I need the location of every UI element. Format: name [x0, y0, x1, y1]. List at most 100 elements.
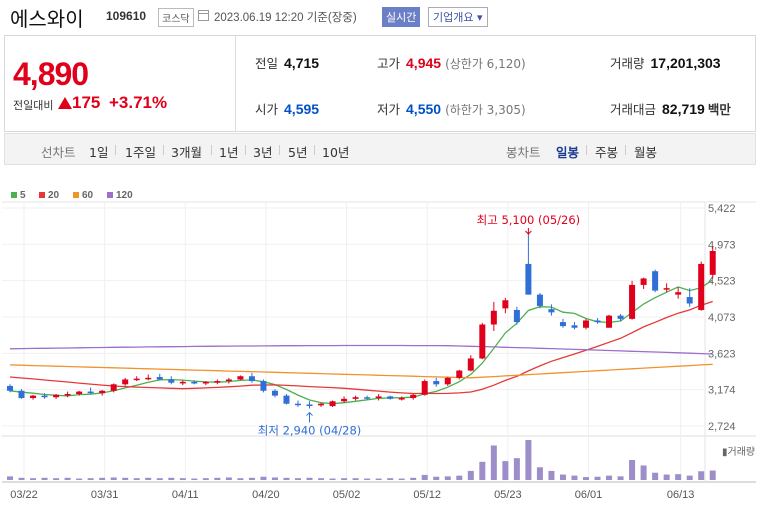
y-tick-label: 3,174 [708, 385, 736, 397]
candle-body [30, 395, 37, 399]
volume-bar [214, 477, 221, 480]
trade-amount: 거래대금 82,719 백만 [610, 99, 731, 118]
candle-body [559, 322, 566, 327]
high-value: 4,945 [406, 55, 442, 71]
candle-body [652, 271, 659, 291]
candle-body [168, 379, 175, 383]
volume-bar [490, 445, 497, 480]
candle-body [606, 315, 613, 328]
volume-bar [329, 478, 336, 480]
candle-body [7, 385, 13, 391]
candle-body [133, 378, 140, 381]
change-percent: +3.71% [109, 93, 168, 112]
x-tick-label: 04/11 [172, 489, 199, 501]
candle-body [110, 384, 117, 391]
volume-bar [99, 477, 106, 480]
volume-bar [433, 476, 440, 480]
period-separator [115, 145, 116, 155]
volume-bar [709, 470, 716, 480]
candle-body [398, 398, 405, 400]
calendar-icon [198, 10, 209, 21]
open-price: 시가 4,595 [255, 99, 319, 118]
candle-body [329, 401, 336, 407]
volume-bar [513, 458, 520, 480]
volume-bar [375, 478, 382, 480]
change-label: 전일대비 [13, 99, 54, 112]
volume-bar [41, 477, 48, 480]
period-1y[interactable]: 1년 [219, 145, 239, 160]
volume-bar [295, 478, 301, 480]
candle-body [295, 403, 301, 406]
high-label: 고가 [377, 56, 401, 71]
candle-monthly[interactable]: 월봉 [634, 145, 658, 160]
candle-body [617, 315, 624, 319]
volume-bar [133, 478, 140, 480]
volume-bar [156, 478, 163, 480]
candle-body [271, 390, 278, 396]
period-3m[interactable]: 3개월 [171, 145, 202, 160]
x-tick-label: 04/20 [252, 489, 280, 501]
legend-ma120: 120 [107, 190, 133, 201]
candle-body [248, 376, 255, 382]
period-10y[interactable]: 10년 [322, 145, 350, 160]
company-info-dropdown[interactable]: 기업개요 ▾ [428, 7, 488, 27]
volume-bar [30, 478, 37, 480]
legend-ma5: 5 [11, 190, 26, 201]
stock-header: 에스와이 109610 코스닥 2023.06.19 12:20 기준(장중) … [0, 0, 760, 34]
volume-value: 17,201,303 [650, 55, 721, 71]
candle-body [479, 324, 486, 359]
volume-bar [110, 477, 117, 480]
volume-bar [525, 440, 532, 480]
volume-bar [686, 475, 693, 480]
volume-bar [675, 474, 682, 480]
period-separator [279, 145, 280, 155]
stock-code: 109610 [106, 9, 147, 23]
volume-label: ▮거래량 [722, 446, 755, 458]
open-value: 4,595 [284, 101, 320, 117]
current-price: 4,890 [13, 56, 89, 92]
candle-body [352, 397, 359, 399]
market-badge: 코스닥 [158, 8, 194, 27]
volume-bar [283, 477, 290, 480]
volume-bar [191, 478, 198, 480]
period-1d[interactable]: 1일 [89, 145, 109, 160]
realtime-button[interactable]: 실시간 [382, 7, 421, 27]
candle-daily[interactable]: 일봉 [556, 145, 580, 160]
candle-body [663, 288, 670, 290]
candle-body [179, 381, 186, 384]
volume-bar [387, 478, 394, 480]
volume-bar [168, 477, 175, 480]
volume-bar [444, 476, 451, 480]
low-price: 저가 4,550 (하한가 3,305) [377, 99, 526, 118]
volume-bar [536, 467, 543, 480]
volume-bar [87, 478, 94, 480]
volume-bar [18, 477, 25, 480]
low-arrow-icon [306, 411, 313, 423]
candle-body [260, 381, 267, 391]
period-3y[interactable]: 3년 [253, 145, 273, 160]
volume-bar [640, 465, 647, 480]
period-1w[interactable]: 1주일 [125, 145, 156, 160]
candle-body [502, 300, 509, 309]
volume-bar [76, 478, 83, 480]
period-separator [245, 145, 246, 155]
candle-body [686, 297, 693, 304]
candle-body [525, 263, 532, 295]
legend-ma60: 60 [73, 190, 93, 201]
lower-limit: (하한가 3,305) [445, 103, 526, 117]
candle-body [214, 381, 221, 383]
high-price: 고가 4,945 (상한가 6,120) [377, 53, 526, 72]
period-separator [163, 145, 164, 155]
candle-body [64, 394, 71, 396]
volume-bar [571, 475, 578, 480]
upper-limit: (상한가 6,120) [445, 57, 526, 71]
ma60-line [9, 363, 713, 379]
candle-body [225, 379, 232, 382]
legend-ma20: 20 [39, 190, 59, 201]
candle-body [594, 320, 601, 323]
candle-weekly[interactable]: 주봉 [595, 145, 619, 160]
period-5y[interactable]: 5년 [288, 145, 308, 160]
period-separator [586, 145, 587, 155]
volume-bar [629, 460, 636, 480]
